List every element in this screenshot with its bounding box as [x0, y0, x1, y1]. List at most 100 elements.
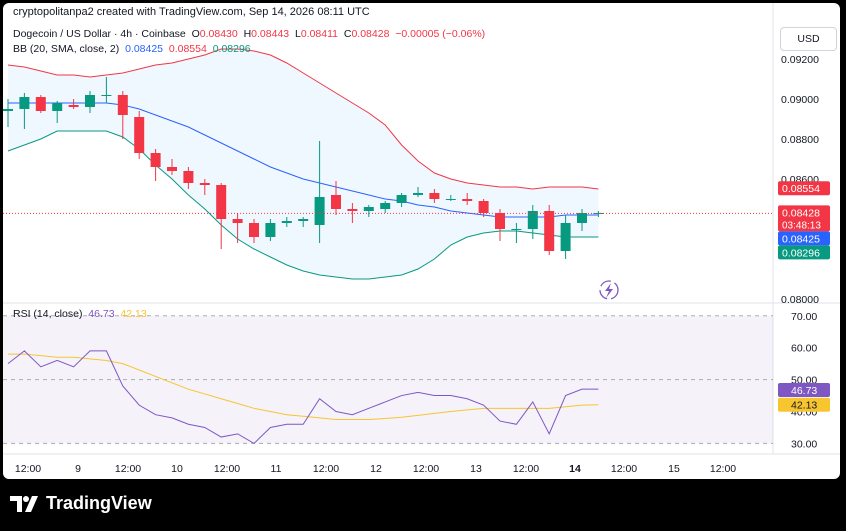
candle-down	[429, 193, 440, 199]
rsi-price-tag: 42.13	[791, 400, 817, 412]
candle-down	[462, 199, 473, 201]
candle-up	[314, 197, 325, 225]
time-tick-label: 9	[75, 463, 81, 475]
candle-up	[577, 213, 587, 223]
symbol-name: Dogecoin / US Dollar · 4h · Coinbase	[13, 28, 186, 40]
time-tick-label: 12	[370, 463, 382, 475]
chart-canvas[interactable]: 0.092000.090000.088000.086000.080000.085…	[3, 3, 840, 479]
price-tick-label: 0.08800	[781, 134, 819, 146]
tradingview-logo-icon	[10, 495, 38, 512]
attribution-header: cryptopolitanpa2 created with TradingVie…	[13, 6, 370, 18]
lightning-bolt	[605, 283, 613, 298]
candle-down	[150, 153, 161, 167]
last-price-tag-bg	[778, 205, 830, 232]
currency-button[interactable]: USD	[780, 27, 837, 51]
candle-down	[495, 213, 505, 229]
bb-band-fill	[8, 49, 599, 279]
candle-up	[3, 109, 13, 111]
rsi-legend: RSI (14, close) 46.73 42.13	[13, 308, 147, 320]
candle-down	[331, 195, 341, 209]
change-value: −0.00005 (−0.06%)	[395, 28, 486, 40]
candle-up	[380, 203, 391, 209]
candle-down	[199, 183, 210, 185]
candle-down	[232, 219, 243, 223]
chart-panel: 0.09200 0.09000 0.08800 0.08600 0.08000 0.085…	[3, 3, 840, 479]
time-tick-label: 12:00	[710, 463, 736, 475]
candle-up	[281, 221, 292, 223]
rsi-ma-line	[8, 353, 599, 420]
bb-lower-value: 0.08296	[212, 43, 251, 55]
rsi-label: RSI (14, close)	[13, 308, 83, 320]
time-tick-label: 12:00	[513, 463, 539, 475]
candle-down	[134, 117, 145, 153]
candle-up	[298, 219, 309, 221]
open-value: 0.08430	[199, 28, 238, 40]
time-tick-label: 13	[470, 463, 482, 475]
time-tick-label: 15	[668, 463, 680, 475]
candle-down	[216, 185, 227, 219]
rsi-price-tag: 46.73	[791, 385, 817, 397]
price-tick-label: 0.09200	[781, 54, 819, 66]
candle-up	[101, 95, 112, 96]
candle-down	[68, 105, 79, 107]
candle-up	[19, 97, 30, 109]
rsi-ma-value: 42.13	[120, 308, 147, 320]
time-tick-label: 12:00	[115, 463, 141, 475]
rsi-tick-label: 70.00	[791, 311, 817, 323]
rsi-tick-label: 30.00	[791, 438, 817, 450]
candle-up	[593, 213, 604, 214]
lightning-ring	[599, 280, 619, 300]
candle-up	[85, 95, 95, 107]
tradingview-brand: TradingView	[10, 493, 152, 514]
candle-down	[167, 167, 177, 171]
bb-lower-price-tag: 0.08296	[782, 247, 820, 259]
brand-name: TradingView	[46, 493, 152, 513]
candle-up	[560, 223, 571, 251]
symbol-legend: Dogecoin / US Dollar · 4h · Coinbase O0.…	[13, 28, 485, 40]
rsi-price-tag-bg	[778, 397, 830, 412]
time-tick-label: 12:00	[413, 463, 439, 475]
candle-up	[527, 211, 538, 229]
low-label: L	[294, 28, 301, 40]
time-tick-label: 12:00	[611, 463, 637, 475]
candle-down	[249, 223, 259, 237]
candle-down	[478, 201, 489, 213]
rsi-tick-label: 60.00	[791, 343, 817, 355]
time-tick-label: 12:00	[15, 463, 41, 475]
close-label: C	[343, 28, 352, 40]
candle-down	[183, 171, 194, 183]
candle-down	[544, 211, 555, 251]
bb-mid-price-tag-bg	[778, 231, 830, 246]
bb-upper-price-tag: 0.08554	[782, 183, 820, 195]
high-value: 0.08443	[251, 28, 290, 40]
candle-down	[35, 97, 46, 111]
rsi-value: 46.73	[88, 308, 115, 320]
time-tick-label: 11	[271, 463, 282, 475]
countdown-label: 03:48:13	[782, 220, 821, 231]
low-value: 0.08411	[300, 28, 339, 40]
bb-upper-line	[7, 48, 599, 190]
candle-up	[413, 193, 423, 195]
price-tick-label: 0.08000	[781, 294, 819, 306]
last-price-tag: 0.08428	[782, 207, 820, 219]
candle-up	[265, 223, 276, 237]
candle-up	[52, 103, 63, 111]
rsi-line	[7, 350, 599, 445]
price-tick-label: 0.09000	[781, 94, 819, 106]
time-tick-label: 12:00	[313, 463, 339, 475]
time-tick-label: 12:00	[214, 463, 240, 475]
bb-mid-value: 0.08425	[125, 43, 164, 55]
time-tick-label: 14	[569, 463, 581, 475]
high-label: H	[243, 28, 252, 40]
candle-up	[363, 207, 374, 211]
bb-label: BB (20, SMA, close, 2)	[13, 43, 120, 55]
candle-up	[511, 229, 522, 230]
candle-up	[445, 199, 456, 200]
open-label: O	[191, 28, 200, 40]
bb-lower-price-tag-bg	[778, 245, 830, 260]
candle-down	[347, 209, 358, 211]
lightning-icon	[599, 280, 619, 300]
time-tick-label: 10	[171, 463, 183, 475]
candle-up	[396, 195, 407, 203]
